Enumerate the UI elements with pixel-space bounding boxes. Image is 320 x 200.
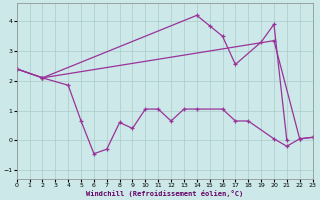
- X-axis label: Windchill (Refroidissement éolien,°C): Windchill (Refroidissement éolien,°C): [86, 190, 243, 197]
